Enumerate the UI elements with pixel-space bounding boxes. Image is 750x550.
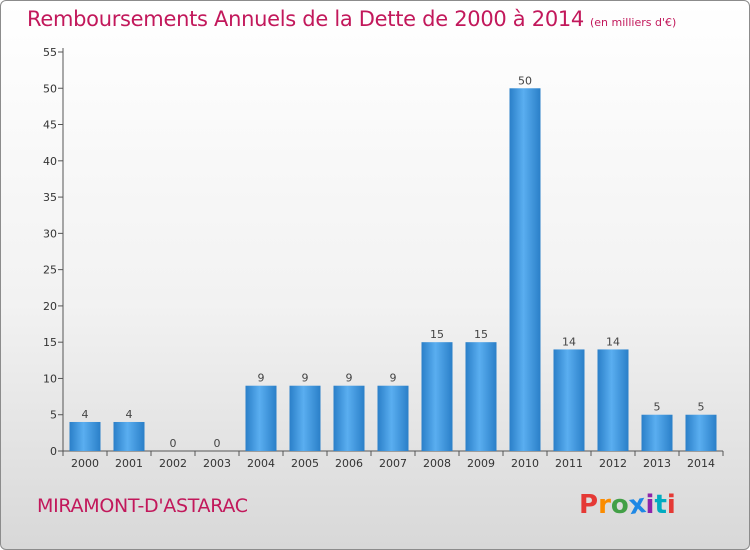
bar xyxy=(245,385,277,451)
x-tick-label: 2010 xyxy=(511,457,539,470)
y-tick-label: 30 xyxy=(43,227,57,240)
y-tick-label: 10 xyxy=(43,372,57,385)
bar xyxy=(641,414,673,451)
value-label: 15 xyxy=(474,328,488,341)
x-tick-label: 2005 xyxy=(291,457,319,470)
x-tick-label: 2012 xyxy=(599,457,627,470)
chart-title-text: Remboursements Annuels de la Dette de 20… xyxy=(27,7,584,31)
x-tick-label: 2007 xyxy=(379,457,407,470)
bar xyxy=(509,88,541,451)
proxiti-logo: Proxiti xyxy=(579,488,676,522)
y-tick-label: 35 xyxy=(43,191,57,204)
value-label: 4 xyxy=(82,408,89,421)
bar xyxy=(333,385,365,451)
bar xyxy=(553,349,585,451)
value-label: 5 xyxy=(654,401,661,414)
value-label: 14 xyxy=(606,335,620,348)
bar xyxy=(465,342,497,451)
bars xyxy=(69,88,717,451)
chart-title: Remboursements Annuels de la Dette de 20… xyxy=(27,7,676,31)
logo-letter: x xyxy=(626,488,648,522)
y-tick-label: 40 xyxy=(43,155,57,168)
value-label: 5 xyxy=(698,401,705,414)
bar xyxy=(597,349,629,451)
value-label: 50 xyxy=(518,74,532,87)
value-label: 4 xyxy=(126,408,133,421)
bar xyxy=(69,421,101,451)
y-tick-label: 20 xyxy=(43,300,57,313)
y-tick-label: 50 xyxy=(43,82,57,95)
y-tick-label: 55 xyxy=(43,46,57,59)
x-tick-label: 2002 xyxy=(159,457,187,470)
x-tick-label: 2008 xyxy=(423,457,451,470)
logo-letter: P xyxy=(579,490,599,520)
x-tick-label: 2001 xyxy=(115,457,143,470)
x-tick-label: 2000 xyxy=(71,457,99,470)
value-label: 14 xyxy=(562,335,576,348)
x-tick-label: 2003 xyxy=(203,457,231,470)
value-label: 9 xyxy=(258,372,265,385)
x-tick-label: 2006 xyxy=(335,457,363,470)
x-tick-label: 2014 xyxy=(687,457,715,470)
y-tick-label: 25 xyxy=(43,264,57,277)
bar xyxy=(289,385,321,451)
value-label: 0 xyxy=(214,437,221,450)
bar xyxy=(113,421,145,451)
logo-letter: i xyxy=(645,490,655,520)
value-label: 15 xyxy=(430,328,444,341)
y-tick-label: 5 xyxy=(50,409,57,422)
bar xyxy=(685,414,717,451)
y-tick-label: 15 xyxy=(43,336,57,349)
value-labels: 4 4 0 0 9 9 9 9 15 15 50 14 14 5 5 xyxy=(82,74,705,450)
bar xyxy=(421,342,453,451)
bar xyxy=(377,385,409,451)
value-label: 9 xyxy=(302,372,309,385)
value-label: 9 xyxy=(390,372,397,385)
y-tick-label: 0 xyxy=(50,445,57,458)
x-tick-label: 2013 xyxy=(643,457,671,470)
unit-note: (en milliers d'€) xyxy=(590,16,677,29)
commune-name: MIRAMONT-D'ASTARAC xyxy=(37,495,248,517)
y-tick-label: 45 xyxy=(43,119,57,132)
value-label: 0 xyxy=(170,437,177,450)
logo-letter: r xyxy=(598,490,611,520)
x-tick-label: 2009 xyxy=(467,457,495,470)
value-label: 9 xyxy=(346,372,353,385)
logo-letter: o xyxy=(610,490,629,520)
logo-letter: t xyxy=(654,490,667,520)
x-tick-label: 2004 xyxy=(247,457,275,470)
x-tick-label: 2011 xyxy=(555,457,583,470)
logo-letter: i xyxy=(666,490,676,520)
